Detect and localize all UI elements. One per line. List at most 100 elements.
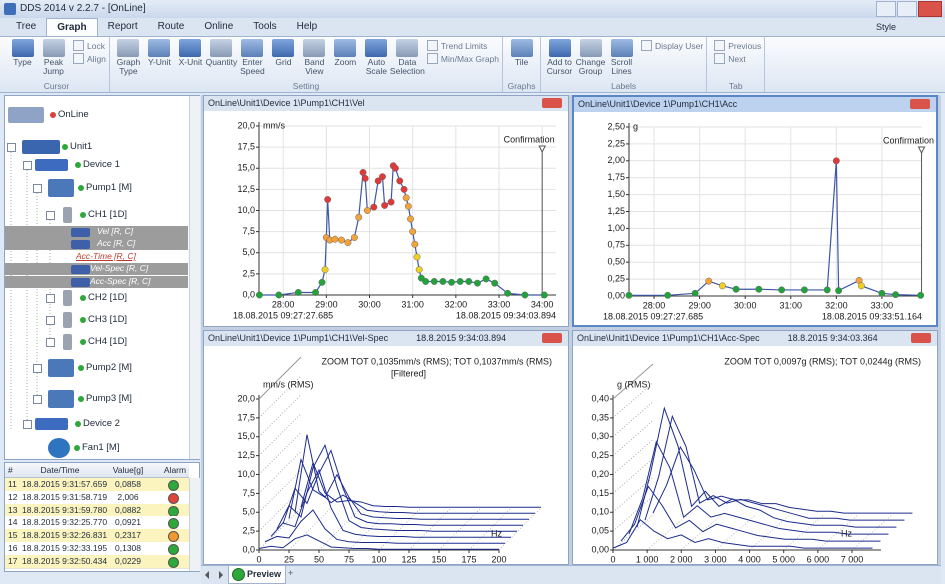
small-icon xyxy=(73,40,84,51)
menu-tab[interactable]: Report xyxy=(107,21,138,32)
ribbon-button[interactable]: Enter Speed xyxy=(237,39,268,81)
menu-tab[interactable]: Graph xyxy=(46,18,98,36)
button-icon xyxy=(117,39,140,57)
y-tick-label: 1,00 xyxy=(607,223,625,233)
tree-node-label[interactable]: OnLine xyxy=(58,109,89,120)
tree-node-label[interactable]: Acc [R, C] xyxy=(97,238,136,248)
tree-node-label[interactable]: Acc-Spec [R, C] xyxy=(90,276,151,286)
tree-node-label[interactable]: Acc-Time [R, C] xyxy=(76,251,136,261)
ribbon-button[interactable]: Type xyxy=(7,39,38,81)
ribbon-button[interactable]: Data Selection xyxy=(390,39,425,81)
expander[interactable] xyxy=(46,211,55,220)
selection-band xyxy=(5,263,188,275)
tree-scrollbar[interactable] xyxy=(189,96,200,459)
ribbon-button[interactable]: Y-Unit xyxy=(144,39,175,81)
node-icon xyxy=(63,312,72,328)
ribbon-button[interactable]: X-Unit xyxy=(175,39,206,81)
table-scrollbar[interactable] xyxy=(189,478,200,571)
panel-close[interactable] xyxy=(542,333,562,343)
ribbon-button[interactable]: Band View xyxy=(299,39,330,81)
tree-node-label[interactable]: Device 1 xyxy=(83,159,120,170)
small-button[interactable]: Previous xyxy=(714,39,761,52)
x-tick-label: 1 000 xyxy=(636,554,659,563)
small-button[interactable]: Next xyxy=(714,52,761,65)
data-point xyxy=(482,275,490,283)
ribbon-button[interactable]: Change Group xyxy=(575,39,606,81)
tab-label[interactable]: Preview xyxy=(247,569,282,579)
menu-tab[interactable]: Tools xyxy=(253,21,277,32)
menu-tab[interactable]: Online xyxy=(204,21,234,32)
arrow-left[interactable] xyxy=(205,571,209,579)
tree-node-label[interactable]: CH2 [1D] xyxy=(88,292,128,303)
tree-node-label[interactable]: Vel [R, C] xyxy=(97,226,134,236)
expander[interactable] xyxy=(46,316,55,325)
maximize-button[interactable] xyxy=(897,1,917,17)
menu-tab[interactable]: Help xyxy=(296,21,318,32)
small-button[interactable]: Trend Limits xyxy=(426,39,499,52)
ribbon-button[interactable]: Tile xyxy=(506,39,537,81)
tree-node-label[interactable]: CH3 [1D] xyxy=(88,314,128,325)
tree-node-label[interactable]: Vel-Spec [R, C] xyxy=(90,263,149,273)
data-point xyxy=(275,291,283,299)
menu-tab[interactable]: Route xyxy=(157,21,185,32)
ribbon-button[interactable]: Add to Cursor xyxy=(544,39,575,81)
new-tab[interactable]: + xyxy=(288,568,294,578)
x-tick-label: 32:00 xyxy=(445,299,468,309)
button-label: Band View xyxy=(304,57,325,76)
small-button[interactable]: Display User xyxy=(641,39,703,52)
ribbon-button[interactable]: Grid xyxy=(268,39,299,81)
button-icon xyxy=(272,39,295,57)
panel-close[interactable] xyxy=(911,333,931,343)
tree-node-label[interactable]: Pump3 [M] xyxy=(86,393,132,404)
expander[interactable] xyxy=(33,364,42,373)
tree-node-label[interactable]: CH4 [1D] xyxy=(88,336,128,347)
expander[interactable] xyxy=(46,294,55,303)
node-icon xyxy=(63,334,72,350)
tree-node-label[interactable]: Pump1 [M] xyxy=(86,182,132,193)
back-wall-line xyxy=(612,439,654,475)
status-dot xyxy=(75,421,81,427)
ribbon-button[interactable]: Graph Type xyxy=(113,39,144,81)
node-icon xyxy=(71,227,90,237)
expander[interactable] xyxy=(46,338,55,347)
tree-node-label[interactable]: Pump2 [M] xyxy=(86,362,132,373)
ribbon-button[interactable]: Auto Scale xyxy=(361,39,392,81)
x-tick-label: 30:00 xyxy=(734,300,757,310)
table-row xyxy=(5,554,189,569)
expander[interactable] xyxy=(33,395,42,404)
group-label: Graphs xyxy=(507,81,536,91)
app-icon xyxy=(4,3,16,15)
close-button[interactable] xyxy=(918,1,942,17)
minimize-button[interactable] xyxy=(876,1,896,17)
expander[interactable] xyxy=(23,161,32,170)
menu-tab[interactable]: Tree xyxy=(16,21,37,32)
small-button[interactable]: Align xyxy=(73,52,106,65)
data-point xyxy=(504,289,512,297)
small-button[interactable]: Lock xyxy=(73,39,106,52)
tab-scroll-arrows[interactable] xyxy=(203,569,227,581)
small-button[interactable]: Min/Max Graph xyxy=(426,52,499,65)
ribbon-button[interactable]: Scroll Lines xyxy=(606,39,637,81)
tree-node-label[interactable]: Fan1 [M] xyxy=(82,442,120,453)
tree-node-label[interactable]: Unit1 xyxy=(70,141,93,152)
ribbon-button[interactable]: Quantity xyxy=(206,39,237,81)
y-tick-label: 0,30 xyxy=(591,431,609,441)
data-point xyxy=(370,203,378,211)
style-button[interactable]: Style xyxy=(876,22,897,32)
panel-close[interactable] xyxy=(542,98,562,108)
row-value: 0,2317 xyxy=(115,530,141,541)
expander[interactable] xyxy=(33,184,42,193)
data-point xyxy=(439,278,447,285)
expander[interactable] xyxy=(23,420,32,429)
data-point xyxy=(465,278,473,285)
x-tick-label: 2 000 xyxy=(670,554,693,563)
ribbon-button[interactable]: Zoom xyxy=(330,39,361,81)
tree-node-label[interactable]: CH1 [1D] xyxy=(88,209,128,220)
expander[interactable] xyxy=(7,143,16,152)
arrow-right[interactable] xyxy=(219,571,223,579)
button-label: Type xyxy=(13,57,32,67)
ribbon-button[interactable]: Peak Jump xyxy=(38,39,69,81)
data-point xyxy=(413,253,421,261)
panel-close[interactable] xyxy=(910,99,930,109)
tree-node-label[interactable]: Device 2 xyxy=(83,418,120,429)
